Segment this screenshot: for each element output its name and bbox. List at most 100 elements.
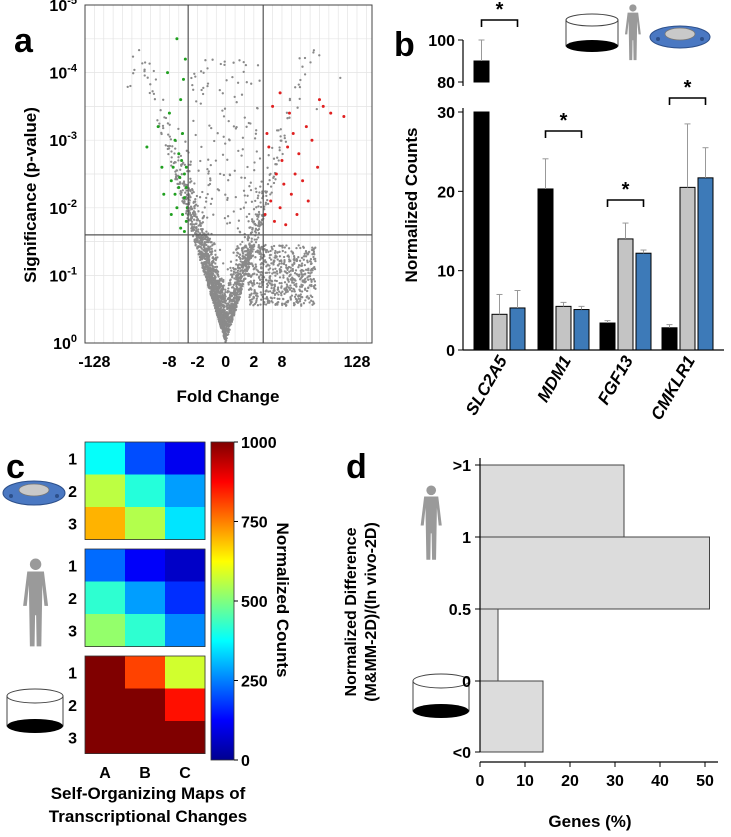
scatter-point-gray <box>260 270 263 274</box>
scatter-point-gray <box>237 293 240 296</box>
scatter-point-gray <box>312 258 316 261</box>
scatter-point-gray <box>278 149 281 152</box>
scatter-point-gray <box>225 327 228 330</box>
scatter-point-gray <box>195 219 198 222</box>
scatter-point-gray <box>315 107 318 111</box>
scatter-point-gray <box>312 51 315 54</box>
scatter-point-gray <box>302 302 306 305</box>
scatter-point-gray <box>310 278 313 282</box>
scatter-point-gray <box>256 251 260 254</box>
scatter-point-gray <box>141 62 144 65</box>
scatter-point-gray <box>249 287 252 291</box>
scatter-point-gray <box>152 92 156 96</box>
panel-a-x-tick-label: 8 <box>278 354 287 371</box>
scatter-point-gray <box>179 193 183 197</box>
scatter-point-gray <box>131 55 135 58</box>
scatter-point-gray <box>307 271 310 274</box>
scatter-point-gray <box>283 246 286 249</box>
scatter-point-gray <box>194 198 197 201</box>
scatter-point-gray <box>164 116 168 120</box>
scatter-point-gray <box>195 100 198 103</box>
scatter-point-gray <box>279 265 283 269</box>
scatter-point-gray <box>242 206 246 209</box>
scatter-point-gray <box>277 159 280 162</box>
scatter-point-gray <box>259 185 262 188</box>
scatter-point-gray <box>255 268 258 271</box>
scatter-point-gray <box>204 59 207 62</box>
scatter-point-up <box>278 206 282 210</box>
scatter-point-gray <box>180 173 183 176</box>
scatter-point-gray <box>248 253 251 257</box>
scatter-point-gray <box>253 223 256 226</box>
scatter-point-gray <box>238 277 242 281</box>
scatter-point-gray <box>218 309 222 313</box>
scatter-point-gray <box>293 295 297 298</box>
scatter-point-gray <box>277 301 280 304</box>
scatter-point-down <box>181 77 185 81</box>
scatter-point-gray <box>273 259 276 262</box>
scatter-point-gray <box>192 88 195 91</box>
scatter-point-gray <box>197 224 200 227</box>
scatter-point-gray <box>230 269 233 272</box>
scatter-point-gray <box>243 194 246 197</box>
panel-a-x-ticks: -128 -8 -2 0 2 8 128 <box>78 354 370 371</box>
scatter-point-gray <box>302 245 305 248</box>
heatmap-column-label: C <box>179 765 191 782</box>
scatter-point-gray <box>220 288 223 291</box>
scatter-point-gray <box>241 148 244 151</box>
scatter-point-gray <box>307 267 310 270</box>
scatter-point-gray <box>235 300 239 303</box>
scatter-point-gray <box>201 252 204 255</box>
scatter-point-gray <box>232 61 235 64</box>
scatter-point-gray <box>202 71 205 74</box>
scatter-point-down <box>182 172 186 176</box>
scatter-point-gray <box>298 85 302 89</box>
scatter-point-gray <box>189 189 192 193</box>
panel-a-letter: a <box>14 22 34 60</box>
heatmap-cell <box>165 474 206 508</box>
scatter-point-gray <box>274 274 277 277</box>
scatter-point-down <box>173 138 177 142</box>
scatter-point-gray <box>309 260 312 263</box>
scatter-point-gray <box>230 319 233 322</box>
scatter-point-gray <box>236 291 239 295</box>
scatter-point-gray <box>202 244 206 247</box>
bar-2D <box>473 60 490 83</box>
scatter-point-gray <box>167 152 170 156</box>
scatter-point-gray <box>291 281 294 284</box>
scatter-point-gray <box>300 262 304 265</box>
scatter-point-gray <box>271 247 274 250</box>
panel-d-y-axis-label-line1: Normalized Difference <box>343 527 360 696</box>
scatter-point-gray <box>228 311 232 314</box>
scatter-point-gray <box>292 255 296 258</box>
scatter-point-down <box>184 165 188 169</box>
scatter-point-gray <box>257 244 260 247</box>
scatter-point-gray <box>211 288 215 291</box>
heatmap-column-label: A <box>99 765 111 782</box>
scatter-point-gray <box>236 289 240 293</box>
panel-b-y-tick-label: 100 <box>428 33 455 50</box>
scatter-point-gray <box>201 217 204 220</box>
colorbar-tick-label: 0 <box>241 753 250 770</box>
scatter-point-gray <box>162 98 165 101</box>
scatter-point-gray <box>232 313 236 316</box>
scatter-point-gray <box>288 116 291 119</box>
scatter-point-gray <box>260 293 263 296</box>
scatter-point-gray <box>244 253 247 257</box>
scatter-point-gray <box>214 299 217 302</box>
scatter-point-gray <box>285 111 289 114</box>
scatter-point-gray <box>160 132 163 136</box>
scatter-point-gray <box>223 300 226 303</box>
scatter-point-gray <box>249 188 253 192</box>
scatter-point-gray <box>213 242 216 246</box>
scatter-point-gray <box>223 294 227 297</box>
heatmap-cell <box>165 688 206 722</box>
scatter-point-gray <box>225 307 229 311</box>
scatter-point-gray <box>254 301 258 304</box>
scatter-point-gray <box>226 158 229 161</box>
scatter-point-gray <box>278 262 281 265</box>
scatter-point-gray <box>274 254 277 257</box>
scatter-point-gray <box>297 244 300 247</box>
scatter-point-gray <box>263 248 266 251</box>
scatter-point-up <box>265 131 269 135</box>
